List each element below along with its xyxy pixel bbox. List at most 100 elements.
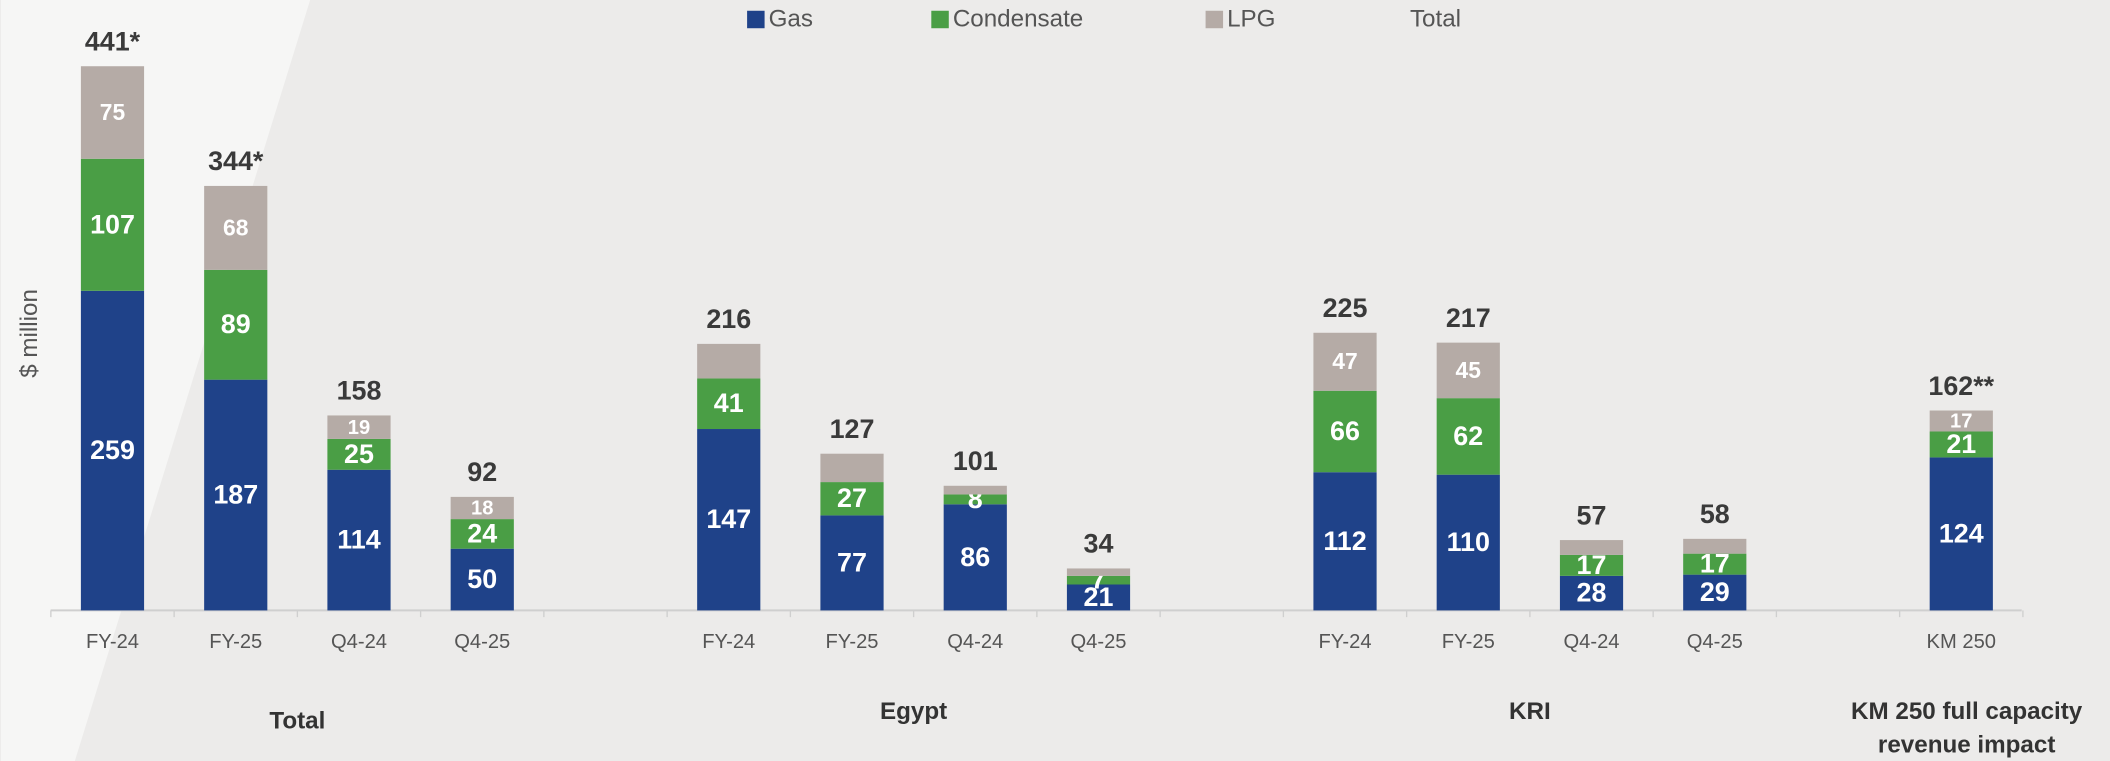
bar-segment: [1683, 574, 1747, 611]
total-label: 441*: [85, 26, 141, 56]
x-tick-label: FY-24: [1318, 631, 1371, 653]
bar-segment: [204, 269, 268, 380]
group-label: revenue impact: [1878, 732, 2055, 759]
bar-segment: [80, 66, 145, 159]
segment-label: 21: [1084, 582, 1114, 612]
bar-segment: [1683, 553, 1747, 575]
x-tick-label: FY-25: [209, 631, 262, 653]
total-label: 162**: [1928, 371, 1994, 401]
x-tick-label: Q4-24: [1564, 631, 1620, 653]
bar-segment: [1313, 390, 1377, 473]
group-label: Total: [269, 707, 325, 734]
segment-label: 259: [90, 435, 135, 465]
segment-label: 110: [1447, 527, 1490, 557]
bar-segment: [1559, 554, 1624, 576]
bar-segment: [820, 515, 884, 611]
x-tick-label: Q4-25: [1687, 631, 1743, 653]
x-tick-label: Q4-24: [947, 631, 1003, 653]
x-tick-label: Q4-25: [454, 631, 510, 653]
total-label: 344*: [208, 146, 264, 176]
legend-label: Total: [1410, 6, 1461, 33]
x-tick-label: Q4-24: [331, 631, 387, 653]
x-tick-label: KM 250: [1927, 631, 1996, 653]
bar-segment: [1436, 474, 1500, 611]
bar-segment: [1313, 332, 1377, 391]
segment-label: 114: [337, 525, 380, 555]
bar-segment: [450, 519, 514, 549]
bar-segment: [697, 429, 761, 611]
bar-segment: [1066, 575, 1131, 585]
total-label: 225: [1323, 293, 1368, 323]
bar-segment: [820, 482, 884, 516]
legend-label: Gas: [769, 6, 813, 33]
segment-label: 187: [213, 479, 258, 509]
bar-segment: [1436, 342, 1500, 399]
bar-segment: [1559, 540, 1624, 555]
bar-segment: [697, 378, 761, 430]
bar-segment: [1559, 575, 1624, 611]
bar-segment: [1313, 472, 1377, 611]
total-label: 92: [467, 457, 497, 487]
segment-label: 27: [837, 483, 867, 513]
bar-segment: [1929, 457, 1993, 611]
segment-label: 112: [1323, 526, 1366, 556]
segment-label: 25: [344, 439, 374, 469]
segment-label: 68: [223, 214, 248, 240]
bar-segment: [943, 504, 1007, 611]
total-label: 34: [1084, 529, 1114, 559]
segment-label: 28: [1577, 578, 1607, 608]
total-label: 101: [953, 446, 998, 476]
segment-label: 50: [467, 564, 497, 594]
x-tick-label: FY-24: [86, 631, 139, 653]
bar-segment: [327, 469, 391, 611]
total-label: 57: [1577, 500, 1607, 530]
bar-segment: [450, 548, 514, 611]
segment-label: 17: [1950, 411, 1972, 433]
segment-label: 147: [706, 504, 751, 534]
total-label: 216: [706, 304, 751, 334]
bar-segment: [943, 485, 1007, 495]
segment-label: 86: [960, 542, 990, 572]
group-label: KM 250 full capacity: [1851, 698, 2083, 725]
x-tick-label: FY-25: [1442, 631, 1495, 653]
segment-label: 18: [471, 498, 493, 520]
segment-label: 89: [221, 309, 251, 339]
bar-segment: [327, 438, 391, 470]
legend-swatch: [747, 10, 765, 29]
bar-segment: [204, 185, 268, 270]
segment-label: 62: [1453, 421, 1483, 451]
segment-label: 29: [1700, 577, 1730, 607]
segment-label: 124: [1939, 518, 1984, 548]
segment-label: 47: [1332, 348, 1357, 374]
segment-label: 21: [1946, 429, 1976, 459]
legend-swatch: [1205, 10, 1224, 29]
total-label: 127: [830, 414, 875, 444]
bar-segment: [1066, 584, 1131, 611]
bar-segment: [1929, 431, 1993, 458]
bar-segment: [697, 343, 761, 379]
bar-segment: [1683, 538, 1747, 554]
bar-segment: [450, 496, 514, 520]
total-label: 217: [1446, 303, 1491, 333]
bar-segment: [820, 453, 884, 483]
segment-label: 75: [100, 99, 126, 125]
bar-segment: [327, 415, 391, 439]
bar-segment: [1929, 410, 1993, 432]
segment-label: 107: [90, 209, 135, 239]
segment-label: 45: [1456, 357, 1482, 383]
x-tick-label: FY-25: [825, 631, 878, 653]
total-label: 158: [337, 376, 382, 406]
bar-segment: [943, 494, 1007, 505]
legend-label: Condensate: [953, 6, 1083, 33]
x-tick-label: FY-24: [702, 631, 755, 653]
total-label: 58: [1700, 499, 1730, 529]
bar-segment: [1066, 568, 1131, 576]
group-label: Egypt: [880, 698, 947, 725]
bar-segment: [80, 290, 145, 611]
legend-swatch: [931, 10, 949, 29]
segment-label: 66: [1330, 416, 1360, 446]
segment-label: 77: [837, 547, 867, 577]
segment-label: 19: [348, 417, 370, 439]
segment-label: 24: [467, 518, 497, 548]
